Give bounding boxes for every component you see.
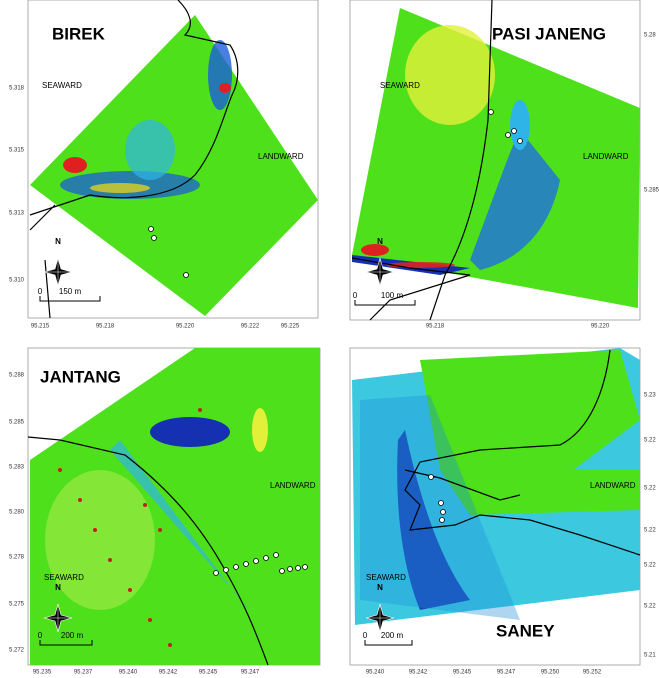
scale-zero: 0 xyxy=(38,287,43,296)
seaward-label: SEAWARD xyxy=(44,573,84,582)
y-tick-label: 5.272 xyxy=(9,648,25,654)
x-tick-label: 95.240 xyxy=(119,670,138,676)
x-tick-label: 95.237 xyxy=(74,670,93,676)
y-tick-label: 5.313 xyxy=(9,211,25,217)
landward-label: LANDWARD xyxy=(583,152,629,161)
seaward-label: SEAWARD xyxy=(42,81,82,90)
x-tick-label: 95.222 xyxy=(241,324,260,330)
y-tick-label: 5.22 xyxy=(644,486,656,492)
y-tick-label: 5.28 xyxy=(644,33,656,39)
x-tick-label: 95.245 xyxy=(199,670,218,676)
scale-label: 200 m xyxy=(381,631,404,640)
y-tick-label: 5.285 xyxy=(644,188,659,194)
north-label: N xyxy=(55,583,61,592)
x-tick-label: 95.242 xyxy=(409,670,428,676)
figure: BIREK SEAWARD LANDWARD N 0 150 m 95.215 95.218 9… xyxy=(0,0,659,678)
x-tick-label: 95.220 xyxy=(176,324,195,330)
scale-label: 150 m xyxy=(59,287,82,296)
panel-saney xyxy=(350,348,640,665)
y-tick-label: 5.23 xyxy=(644,393,656,399)
x-tick-label: 95.252 xyxy=(583,670,602,676)
seaward-label: SEAWARD xyxy=(380,81,420,90)
panel-title: PASI JANENG xyxy=(492,24,606,43)
x-tick-label: 95.245 xyxy=(453,670,472,676)
y-tick-label: 5.22 xyxy=(644,563,656,569)
north-label: N xyxy=(377,583,383,592)
scale-label: 100 m xyxy=(381,291,404,300)
panel-title: JANTANG xyxy=(40,367,121,386)
y-tick-label: 5.275 xyxy=(9,602,25,608)
x-tick-label: 95.218 xyxy=(426,324,445,330)
y-tick-label: 5.280 xyxy=(9,510,25,516)
y-tick-label: 5.22 xyxy=(644,604,656,610)
landward-label: LANDWARD xyxy=(270,481,316,490)
x-tick-label: 95.225 xyxy=(281,324,300,330)
y-tick-label: 5.283 xyxy=(9,465,25,471)
scale-label: 200 m xyxy=(61,631,84,640)
x-tick-label: 95.242 xyxy=(159,670,178,676)
panel-title: SANEY xyxy=(496,621,555,640)
north-label: N xyxy=(377,237,383,246)
north-label: N xyxy=(55,237,61,246)
panel-title: BIREK xyxy=(52,24,106,43)
y-tick-label: 5.22 xyxy=(644,438,656,444)
y-tick-label: 5.318 xyxy=(9,86,25,92)
x-tick-label: 95.235 xyxy=(33,670,52,676)
landward-label: LANDWARD xyxy=(258,152,304,161)
x-tick-label: 95.240 xyxy=(366,670,385,676)
y-tick-label: 5.22 xyxy=(644,528,656,534)
x-tick-label: 95.220 xyxy=(591,324,610,330)
y-tick-label: 5.285 xyxy=(9,420,25,426)
x-tick-label: 95.250 xyxy=(541,670,560,676)
scale-zero: 0 xyxy=(363,631,368,640)
y-tick-label: 5.310 xyxy=(9,278,25,284)
landward-label: LANDWARD xyxy=(590,481,636,490)
x-tick-label: 95.247 xyxy=(497,670,516,676)
y-tick-label: 5.21 xyxy=(644,653,656,659)
x-tick-label: 95.218 xyxy=(96,324,115,330)
x-tick-label: 95.247 xyxy=(241,670,260,676)
x-tick-label: 95.215 xyxy=(31,324,50,330)
y-tick-label: 5.315 xyxy=(9,148,25,154)
scale-zero: 0 xyxy=(38,631,43,640)
y-tick-label: 5.278 xyxy=(9,555,25,561)
seaward-label: SEAWARD xyxy=(366,573,406,582)
scale-zero: 0 xyxy=(353,291,358,300)
y-tick-label: 5.288 xyxy=(9,373,25,379)
panel-jantang xyxy=(28,348,320,665)
